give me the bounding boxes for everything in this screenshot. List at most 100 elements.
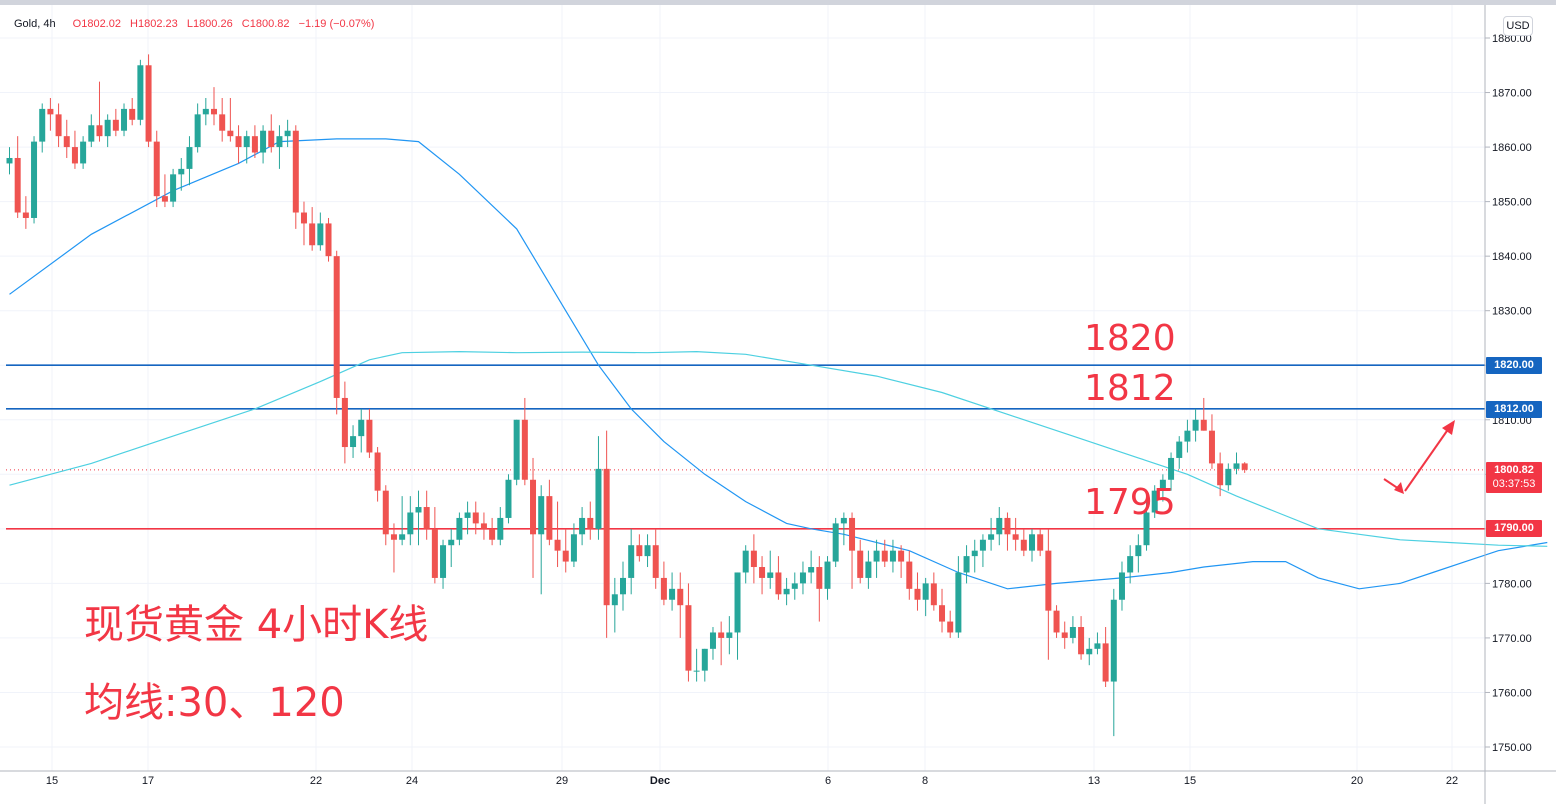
candle-body [341, 397, 348, 448]
candle-body [390, 534, 397, 540]
candle [399, 496, 406, 546]
candle-body [701, 648, 708, 671]
candle [505, 474, 512, 524]
candle-body [660, 577, 667, 600]
open-value: O1802.02 [72, 18, 121, 30]
candle [1045, 528, 1052, 660]
candle [685, 583, 692, 682]
currency-button[interactable]: USD [1503, 16, 1533, 36]
candle-body [759, 567, 766, 578]
candle-body [685, 605, 692, 671]
candle-body [399, 534, 406, 540]
candle [145, 54, 152, 148]
axes: 1750.00 1760.00 1770.00 1780.00 1790.00 1800.… [0, 5, 1556, 804]
candle-body [718, 632, 725, 638]
candle [1208, 414, 1215, 469]
price-tick-label: 1830.00 [1492, 306, 1532, 318]
candle-body [1053, 610, 1060, 633]
candle [1127, 545, 1134, 584]
annotation-1820: 1820 [1084, 318, 1176, 359]
candle [677, 572, 684, 638]
candle-body [1135, 545, 1142, 557]
candle [996, 507, 1003, 546]
candle-body [80, 141, 87, 164]
candle [767, 550, 774, 589]
candle [480, 512, 487, 540]
candle-body [88, 125, 95, 142]
candle [709, 627, 716, 660]
time-tick-label: Dec [650, 775, 670, 787]
candle [235, 125, 242, 164]
candle [808, 550, 815, 584]
price-tick-label: 1860.00 [1492, 142, 1532, 154]
candle [546, 479, 553, 546]
candle-body [636, 545, 643, 557]
candle [1094, 632, 1101, 655]
candle-body [579, 517, 586, 535]
candle-body [300, 212, 307, 224]
candle-body [71, 147, 78, 164]
candle-body [709, 632, 716, 649]
candle [660, 561, 667, 606]
candle-body [742, 550, 749, 573]
candle [1225, 463, 1232, 491]
time-tick-label: 29 [556, 775, 568, 787]
candle-body [922, 583, 929, 600]
candle-body [63, 136, 70, 148]
candle [628, 528, 635, 595]
candle-body [268, 130, 275, 148]
candle [350, 425, 357, 458]
candle [211, 87, 217, 126]
candle-body [211, 108, 217, 115]
candle [276, 125, 283, 169]
candle [579, 507, 586, 546]
candle [930, 572, 937, 611]
candle-body [669, 588, 676, 600]
candle [227, 97, 234, 142]
candle [783, 577, 790, 606]
price-tick-label: 1840.00 [1492, 251, 1532, 263]
candle-body [1168, 457, 1175, 480]
candle-body [260, 130, 267, 153]
candle-body [55, 114, 62, 137]
top-border-strip [0, 0, 1556, 5]
candle [121, 103, 128, 137]
forecast-arrows [1383, 420, 1455, 494]
candle-body [1094, 643, 1101, 649]
candle [988, 517, 995, 551]
caption-ma-periods: 均线:30、120 [84, 680, 345, 726]
price-chart[interactable]: 1750.00 1760.00 1770.00 1780.00 1790.00 1800.… [0, 5, 1556, 804]
candle-body [554, 539, 561, 551]
candle [325, 217, 332, 262]
candle-body [292, 130, 299, 213]
candle [71, 130, 78, 169]
candle [857, 539, 864, 584]
horizontal-levels[interactable] [6, 364, 1485, 530]
candle-body [1151, 490, 1158, 513]
candle-body [832, 523, 839, 562]
candle-body [325, 223, 332, 257]
candle-body [6, 157, 13, 164]
candle [881, 539, 888, 568]
candle-body [513, 419, 520, 480]
candle [587, 501, 594, 540]
candle [873, 539, 880, 578]
price-tick-label: 1850.00 [1492, 197, 1532, 209]
candle [898, 545, 905, 578]
candle [497, 507, 504, 546]
price-tick-label: 1870.00 [1492, 88, 1532, 100]
candle [620, 561, 626, 611]
candle [194, 103, 201, 153]
candle-body [595, 468, 602, 529]
candle-body [734, 572, 741, 633]
ohlc-values: O1802.02 H1802.23 L1800.26 C1800.82 −1.1… [73, 18, 375, 30]
price-tag-1790: 1790.00 [1486, 520, 1542, 537]
candle [243, 130, 250, 164]
candle-body [955, 572, 962, 633]
candle-body [227, 130, 234, 137]
candle-body [538, 496, 545, 535]
candle-body [194, 114, 201, 148]
candle-body [202, 108, 209, 115]
time-tick-label: 15 [46, 775, 58, 787]
candle [1037, 528, 1044, 557]
